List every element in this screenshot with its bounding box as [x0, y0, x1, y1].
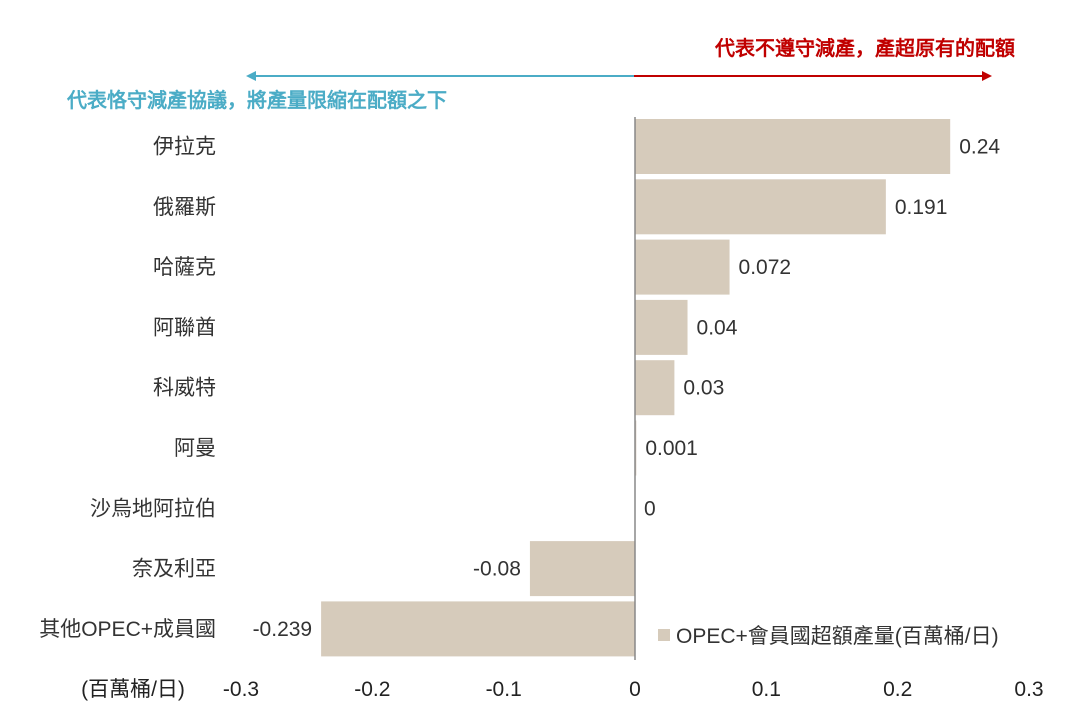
x-tick-label: 0 [629, 678, 641, 701]
category-label: 科威特 [153, 377, 216, 400]
legend: OPEC+會員國超額產量(百萬桶/日) [658, 625, 999, 648]
bar [529, 541, 635, 597]
annotation-positive: 代表不遵守減產，產超原有的配額 [714, 36, 1015, 60]
category-label: 奈及利亞 [132, 558, 216, 581]
value-label: -0.08 [473, 558, 521, 581]
value-labels: 0.24 0.191 0.072 0.04 0.03 0.001 0 -0.08 -0.239 [253, 136, 1001, 641]
value-label: 0.072 [739, 256, 792, 279]
x-tick-label: -0.1 [486, 678, 522, 701]
bar [321, 601, 635, 657]
bar [635, 360, 675, 416]
category-label: 沙烏地阿拉伯 [90, 497, 216, 520]
category-label: 阿曼 [174, 437, 216, 460]
value-label: 0 [644, 497, 656, 520]
category-label: 俄羅斯 [153, 196, 216, 219]
legend-label: OPEC+會員國超額產量(百萬桶/日) [676, 625, 999, 648]
value-label: 0.001 [645, 437, 698, 460]
bar [635, 179, 886, 235]
category-label: 伊拉克 [153, 136, 216, 159]
value-label: 0.04 [697, 316, 738, 339]
x-axis-ticks: -0.3 -0.2 -0.1 0 0.1 0.2 0.3 [223, 678, 1044, 701]
x-tick-label: 0.1 [752, 678, 781, 701]
value-label: 0.191 [895, 196, 948, 219]
x-tick-label: -0.3 [223, 678, 259, 701]
bar [635, 119, 951, 174]
annotation-negative: 代表恪守減產協議，將產量限縮在配額之下 [66, 88, 447, 112]
category-label: 阿聯酋 [153, 316, 216, 339]
category-label: 其他OPEC+成員國 [39, 618, 216, 641]
bars-group [321, 119, 951, 657]
value-label: 0.24 [959, 136, 1000, 159]
bar [635, 299, 688, 355]
x-tick-label: 0.2 [883, 678, 912, 701]
legend-swatch [658, 629, 670, 641]
category-label: 哈薩克 [153, 256, 216, 279]
value-label: 0.03 [683, 377, 724, 400]
x-tick-label: 0.3 [1014, 678, 1043, 701]
x-axis-unit-label: (百萬桶/日) [81, 678, 185, 701]
value-label: -0.239 [253, 618, 313, 641]
x-tick-label: -0.2 [354, 678, 390, 701]
bar [635, 239, 730, 295]
